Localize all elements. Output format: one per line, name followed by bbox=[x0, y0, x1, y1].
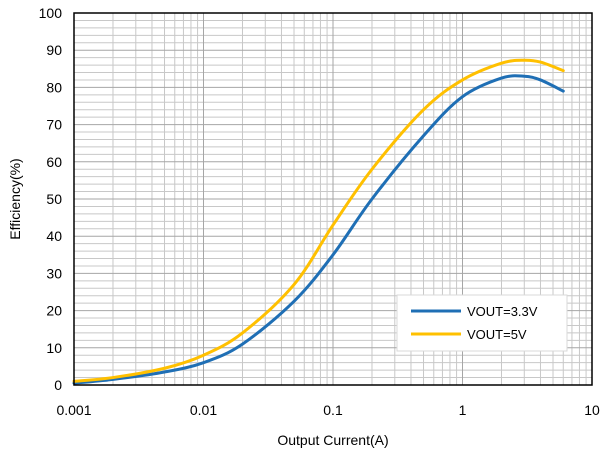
x-tick-label: 0.01 bbox=[190, 402, 217, 418]
series-line-1 bbox=[72, 74, 565, 385]
x-tick-label: 1 bbox=[459, 402, 467, 418]
y-tick-label: 30 bbox=[46, 265, 62, 281]
y-tick-label: 70 bbox=[46, 117, 62, 133]
y-axis-ticks: 0 10 20 30 40 50 60 70 80 90 100 bbox=[39, 5, 63, 393]
legend-label-2: VOUT=5V bbox=[467, 327, 527, 342]
x-axis-title: Output Current(A) bbox=[277, 432, 388, 448]
legend-label-1: VOUT=3.3V bbox=[467, 304, 538, 319]
legend-box bbox=[396, 294, 568, 352]
x-tick-label: 10 bbox=[584, 402, 600, 418]
y-tick-label: 0 bbox=[54, 377, 62, 393]
plot-area-border bbox=[73, 12, 593, 386]
series-line-2 bbox=[72, 58, 565, 383]
x-tick-label: 0.001 bbox=[56, 402, 91, 418]
legend: VOUT=3.3V VOUT=5V bbox=[396, 294, 568, 352]
y-axis-title: Efficiency(%) bbox=[7, 158, 23, 239]
y-tick-label: 10 bbox=[46, 340, 62, 356]
y-tick-label: 60 bbox=[46, 154, 62, 170]
y-tick-label: 40 bbox=[46, 228, 62, 244]
x-axis-ticks: 0.001 0.01 0.1 1 10 bbox=[56, 402, 600, 418]
series-layer bbox=[72, 58, 565, 385]
y-tick-label: 20 bbox=[46, 303, 62, 319]
x-tick-label: 0.1 bbox=[323, 402, 343, 418]
y-tick-label: 100 bbox=[39, 5, 63, 21]
y-tick-label: 90 bbox=[46, 42, 62, 58]
y-tick-label: 50 bbox=[46, 191, 62, 207]
y-tick-label: 80 bbox=[46, 79, 62, 95]
